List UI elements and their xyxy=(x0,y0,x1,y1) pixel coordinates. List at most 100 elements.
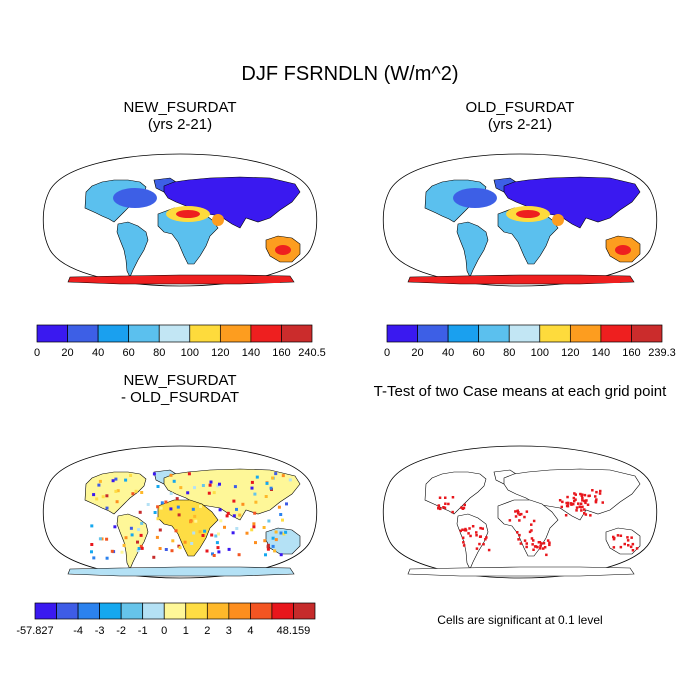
panel-title-ttest: T-Test of two Case means at each grid po… xyxy=(345,383,695,400)
colorbar-old-swatch xyxy=(447,324,480,343)
panel-title-new: NEW_FSURDAT (yrs 2-21) xyxy=(15,99,345,133)
diff-speckle xyxy=(285,502,288,506)
diff-speckle xyxy=(113,525,117,529)
diff-speckle xyxy=(138,510,142,514)
significant-cell xyxy=(584,501,587,505)
significant-cell xyxy=(479,535,482,538)
diff-speckle xyxy=(274,538,278,542)
diff-speckle xyxy=(170,549,174,553)
significant-cell xyxy=(514,515,518,518)
panel-title-ttest-line1: T-Test of two Case means at each grid po… xyxy=(373,383,667,400)
map-old-sahara-core xyxy=(516,210,540,218)
colorbar-diff-swatch xyxy=(34,602,57,620)
diff-speckle xyxy=(263,539,267,543)
colorbar-old-swatch xyxy=(631,324,663,343)
colorbar-diff-tick-label: 3 xyxy=(226,625,232,637)
diff-speckle xyxy=(245,531,249,535)
colorbar-new-tick-label: 240.5 xyxy=(298,347,326,359)
map-ttest xyxy=(382,445,658,579)
significant-cell xyxy=(469,534,472,538)
significant-cell xyxy=(564,514,568,517)
colorbar-new-swatch xyxy=(67,324,99,343)
significant-cell xyxy=(475,534,478,537)
colorbar-diff-tick-label: -1 xyxy=(138,625,148,637)
significant-cell xyxy=(612,537,616,541)
diff-speckle xyxy=(137,528,141,532)
map-old-arabia-patch xyxy=(552,214,564,226)
significant-cell xyxy=(601,501,604,504)
diff-speckle xyxy=(226,511,230,515)
diff-speckle xyxy=(186,491,190,495)
significant-cell xyxy=(579,502,583,505)
diff-speckle xyxy=(281,518,284,522)
significant-cell xyxy=(451,496,455,499)
colorbar-diff-swatch xyxy=(142,602,165,620)
diff-speckle xyxy=(178,546,182,550)
significant-cell xyxy=(447,502,450,506)
map-new-aus-core xyxy=(275,245,291,255)
significant-cell xyxy=(612,546,616,549)
diff-speckle xyxy=(277,505,281,509)
diff-speckle xyxy=(120,550,124,554)
colorbar-diff-tick-label: -4 xyxy=(73,625,83,637)
significant-cell xyxy=(598,492,602,495)
diff-speckle xyxy=(101,495,105,499)
diff-speckle xyxy=(235,527,239,530)
significant-cell xyxy=(572,502,575,506)
diff-speckle xyxy=(183,540,187,544)
diff-speckle xyxy=(218,508,222,512)
significant-cell xyxy=(565,504,569,508)
significant-cell xyxy=(631,549,635,552)
diff-speckle xyxy=(100,537,104,541)
diff-speckle xyxy=(134,489,138,493)
significant-cell xyxy=(525,542,528,545)
panel-title-new-line1: NEW_FSURDAT xyxy=(123,99,237,116)
colorbar-diff-swatch xyxy=(163,602,187,620)
colorbar-diff-swatch xyxy=(250,602,273,620)
significant-cell xyxy=(545,553,548,557)
diff-speckle xyxy=(279,531,283,535)
significant-cell xyxy=(581,499,584,502)
diff-speckle xyxy=(95,497,99,501)
colorbar-old-tick-label: 80 xyxy=(503,347,515,359)
significant-cell xyxy=(438,496,442,499)
colorbar-diff-swatch xyxy=(206,602,230,620)
diff-speckle xyxy=(219,519,223,523)
significant-cell xyxy=(542,547,545,550)
significant-cell xyxy=(583,499,587,503)
significant-cell xyxy=(623,542,626,546)
significant-cell xyxy=(630,536,633,539)
diff-speckle xyxy=(189,520,192,524)
significant-cell xyxy=(577,502,580,505)
colorbar-old-tick-label: 140 xyxy=(592,347,610,359)
diff-speckle xyxy=(281,474,285,478)
colorbar-new-swatch xyxy=(158,324,191,343)
diff-speckle xyxy=(129,526,133,530)
diff-speckle xyxy=(271,476,275,480)
significant-cell xyxy=(464,529,468,532)
colorbar-diff-tick-label: 1 xyxy=(183,625,189,637)
significant-cell xyxy=(594,495,597,498)
diff-speckle xyxy=(218,482,221,486)
diff-speckle xyxy=(164,548,168,551)
diff-speckle xyxy=(111,479,115,483)
diff-speckle xyxy=(90,550,93,554)
diff-speckle xyxy=(252,522,256,526)
significant-cell xyxy=(536,545,539,549)
map-new xyxy=(42,153,318,287)
diff-speckle xyxy=(115,500,119,504)
significant-cell xyxy=(479,526,482,530)
significant-cell xyxy=(532,548,535,551)
diff-speckle xyxy=(175,497,179,501)
significant-cell xyxy=(531,543,534,546)
diff-speckle xyxy=(164,500,168,504)
diff-speckle xyxy=(114,489,118,493)
significant-cell xyxy=(538,541,542,544)
map-new-antarctic-core xyxy=(160,276,280,283)
significant-cell xyxy=(462,544,466,547)
diff-speckle xyxy=(214,534,218,538)
colorbar-diff-tick-label: -2 xyxy=(116,625,126,637)
diff-speckle xyxy=(269,486,273,490)
significant-cell xyxy=(626,539,630,542)
significant-cell xyxy=(539,547,542,550)
